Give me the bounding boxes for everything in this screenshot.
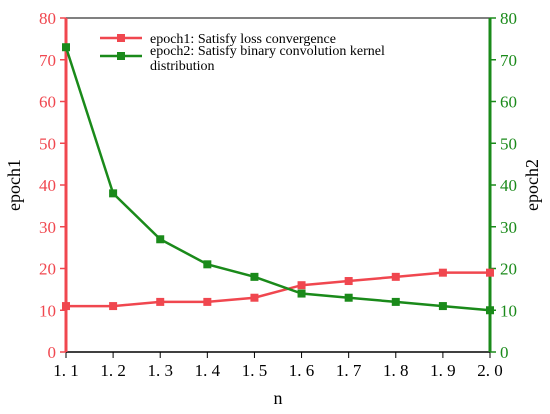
data-point	[250, 272, 259, 281]
legend-label-2-line1: epoch2: Satisfy binary convolution kerne…	[150, 44, 385, 59]
x-axis-title: n	[274, 388, 283, 408]
data-point	[62, 302, 70, 311]
data-point	[109, 189, 118, 198]
right-y-tick-label: 10	[500, 301, 517, 320]
legend-item-1	[100, 34, 142, 42]
data-point	[391, 272, 400, 281]
right-y-tick-label: 80	[500, 9, 517, 28]
series-line	[64, 46, 491, 312]
data-point	[344, 277, 353, 286]
left-y-tick-label: 0	[48, 343, 57, 362]
data-point	[156, 297, 165, 306]
axes: 1. 1 1. 2 1. 3 1. 4 1. 5 1. 6 1. 7 1. 8 1. 9 2. 0…	[4, 9, 542, 408]
left-y-tick-label: 40	[39, 176, 56, 195]
right-y-tick-label: 30	[500, 218, 517, 237]
right-y-tick-label: 50	[500, 134, 517, 153]
legend: epoch1: Satisfy loss convergenceepoch2: …	[100, 32, 385, 74]
x-tick-label: 1. 2	[100, 361, 126, 380]
data-point	[250, 293, 259, 302]
series-1	[62, 268, 494, 311]
series-2	[62, 43, 494, 315]
legend-label-2-line2: distribution	[150, 59, 215, 74]
data-point	[486, 268, 494, 277]
right-y-tick-label: 60	[500, 93, 517, 112]
legend-swatch-marker	[117, 52, 125, 60]
x-tick-label: 1. 1	[53, 361, 79, 380]
data-point	[62, 43, 70, 52]
right-y-axis-title: epoch2	[522, 159, 542, 211]
data-point	[109, 302, 118, 311]
data-point	[203, 297, 212, 306]
data-point	[486, 306, 494, 315]
legend-item-2	[100, 52, 142, 60]
left-y-tick-label: 60	[39, 93, 56, 112]
left-y-tick-label: 30	[39, 218, 56, 237]
x-tick-label: 2. 0	[477, 361, 503, 380]
x-tick-label: 1. 8	[383, 361, 409, 380]
data-point	[391, 297, 400, 306]
data-point	[156, 235, 165, 244]
left-y-tick-label: 20	[39, 260, 56, 279]
data-point	[203, 260, 212, 269]
left-y-tick-label: 10	[39, 301, 56, 320]
legend-label-1: epoch1: Satisfy loss convergence	[150, 32, 336, 47]
legend-swatch-marker	[117, 34, 125, 42]
x-tick-label: 1. 6	[289, 361, 315, 380]
data-point	[438, 268, 447, 277]
right-y-tick-label: 40	[500, 176, 517, 195]
left-y-axis-title: epoch1	[4, 159, 24, 211]
x-tick-label: 1. 5	[242, 361, 268, 380]
x-tick-label: 1. 7	[336, 361, 362, 380]
data-point	[344, 293, 353, 302]
left-y-tick-label: 80	[39, 9, 56, 28]
data-point	[438, 302, 447, 311]
right-y-tick-label: 0	[500, 343, 509, 362]
x-tick-label: 1. 3	[147, 361, 173, 380]
left-y-tick-label: 70	[39, 51, 56, 70]
x-tick-label: 1. 9	[430, 361, 456, 380]
x-tick-label: 1. 4	[195, 361, 221, 380]
data-point	[297, 289, 306, 298]
data-point	[297, 281, 306, 290]
series-line	[66, 271, 490, 308]
left-y-tick-label: 50	[39, 134, 56, 153]
right-y-tick-label: 20	[500, 260, 517, 279]
series-layer	[62, 43, 494, 315]
right-y-tick-label: 70	[500, 51, 517, 70]
